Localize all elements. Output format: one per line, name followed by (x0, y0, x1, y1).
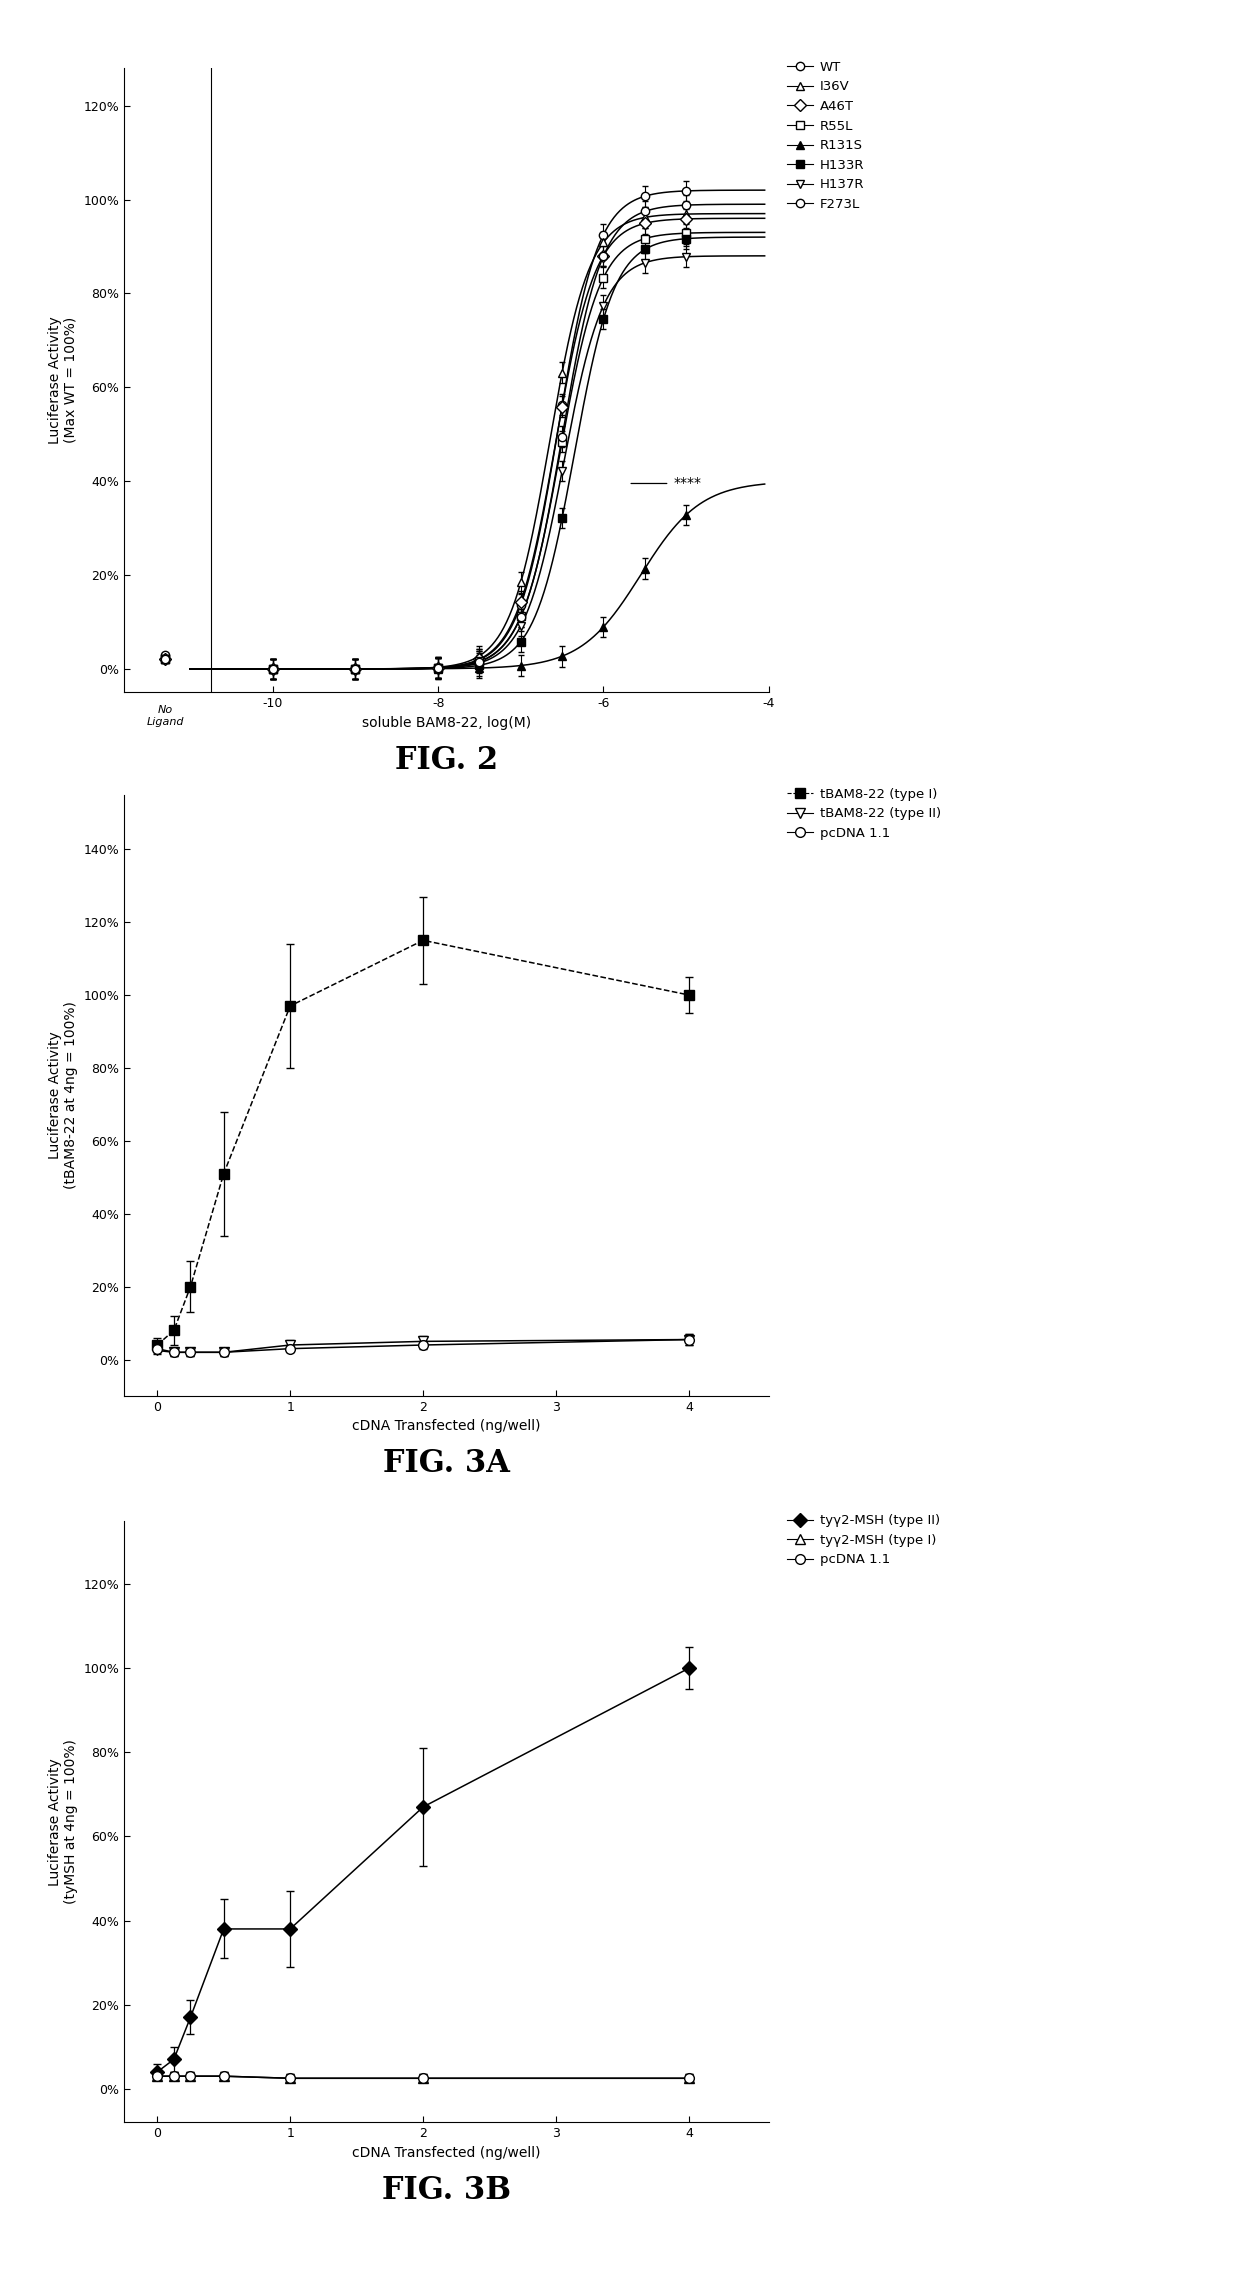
tBAM8-22 (type I) (283, 992, 298, 1019)
tyγ2-MSH (type I) (166, 2063, 181, 2091)
pcDNA 1.1 (150, 2063, 165, 2091)
pcDNA 1.1 (216, 1339, 231, 1367)
pcDNA 1.1 (682, 2066, 697, 2093)
tyγ2-MSH (type II) (216, 1916, 231, 1943)
tyγ2-MSH (type I) (415, 2066, 430, 2093)
Line: tyγ2-MSH (type II): tyγ2-MSH (type II) (153, 1664, 694, 2077)
tBAM8-22 (type II) (415, 1328, 430, 1355)
Y-axis label: Luciferase Activity
(tBAM8-22 at 4ng = 100%): Luciferase Activity (tBAM8-22 at 4ng = 1… (47, 1001, 78, 1189)
Line: tyγ2-MSH (type I): tyγ2-MSH (type I) (153, 2070, 694, 2084)
Text: FIG. 2: FIG. 2 (394, 745, 498, 776)
Legend: tBAM8-22 (type I), tBAM8-22 (type II), pcDNA 1.1: tBAM8-22 (type I), tBAM8-22 (type II), p… (781, 783, 946, 844)
pcDNA 1.1 (184, 1339, 198, 1367)
tBAM8-22 (type I) (216, 1160, 231, 1187)
pcDNA 1.1 (150, 1335, 165, 1362)
tBAM8-22 (type II) (216, 1339, 231, 1367)
Text: No
Ligand: No Ligand (146, 706, 184, 726)
tyγ2-MSH (type II) (184, 2004, 198, 2032)
X-axis label: cDNA Transfected (ng/well): cDNA Transfected (ng/well) (352, 1419, 541, 1432)
pcDNA 1.1 (682, 1326, 697, 1353)
Y-axis label: Luciferase Activity
(tyMSH at 4ng = 100%): Luciferase Activity (tyMSH at 4ng = 100%… (47, 1739, 78, 1905)
Line: tBAM8-22 (type I): tBAM8-22 (type I) (153, 935, 694, 1351)
tBAM8-22 (type II) (150, 1337, 165, 1364)
pcDNA 1.1 (283, 1335, 298, 1362)
tyγ2-MSH (type II) (682, 1655, 697, 1682)
pcDNA 1.1 (283, 2066, 298, 2093)
tBAM8-22 (type I) (415, 926, 430, 953)
tyγ2-MSH (type II) (150, 2059, 165, 2086)
tBAM8-22 (type I) (166, 1317, 181, 1344)
pcDNA 1.1 (166, 1339, 181, 1367)
tBAM8-22 (type II) (283, 1332, 298, 1360)
tBAM8-22 (type I) (682, 981, 697, 1008)
Y-axis label: Luciferase Activity
(Max WT = 100%): Luciferase Activity (Max WT = 100%) (47, 316, 78, 445)
Text: FIG. 3B: FIG. 3B (382, 2175, 511, 2206)
Legend: tyγ2-MSH (type II), tyγ2-MSH (type I), pcDNA 1.1: tyγ2-MSH (type II), tyγ2-MSH (type I), p… (781, 1510, 945, 1571)
tyγ2-MSH (type I) (682, 2066, 697, 2093)
tyγ2-MSH (type II) (415, 1793, 430, 1821)
Text: ****: **** (673, 477, 702, 490)
tBAM8-22 (type II) (166, 1339, 181, 1367)
tyγ2-MSH (type I) (216, 2063, 231, 2091)
Line: tBAM8-22 (type II): tBAM8-22 (type II) (153, 1335, 694, 1357)
Text: FIG. 3A: FIG. 3A (383, 1448, 510, 1480)
X-axis label: cDNA Transfected (ng/well): cDNA Transfected (ng/well) (352, 2145, 541, 2159)
pcDNA 1.1 (415, 1332, 430, 1360)
tyγ2-MSH (type II) (166, 2045, 181, 2073)
Line: pcDNA 1.1: pcDNA 1.1 (153, 1335, 694, 1357)
pcDNA 1.1 (166, 2063, 181, 2091)
pcDNA 1.1 (184, 2063, 198, 2091)
X-axis label: soluble BAM8-22, log(M): soluble BAM8-22, log(M) (362, 715, 531, 729)
pcDNA 1.1 (415, 2066, 430, 2093)
tBAM8-22 (type II) (184, 1339, 198, 1367)
tBAM8-22 (type I) (184, 1273, 198, 1301)
tyγ2-MSH (type I) (283, 2066, 298, 2093)
Line: pcDNA 1.1: pcDNA 1.1 (153, 2070, 694, 2084)
tyγ2-MSH (type II) (283, 1916, 298, 1943)
tBAM8-22 (type I) (150, 1332, 165, 1360)
tyγ2-MSH (type I) (184, 2063, 198, 2091)
tBAM8-22 (type II) (682, 1326, 697, 1353)
pcDNA 1.1 (216, 2063, 231, 2091)
Legend: WT, I36V, A46T, R55L, R131S, H133R, H137R, F273L: WT, I36V, A46T, R55L, R131S, H133R, H137… (781, 54, 869, 216)
tyγ2-MSH (type I) (150, 2063, 165, 2091)
